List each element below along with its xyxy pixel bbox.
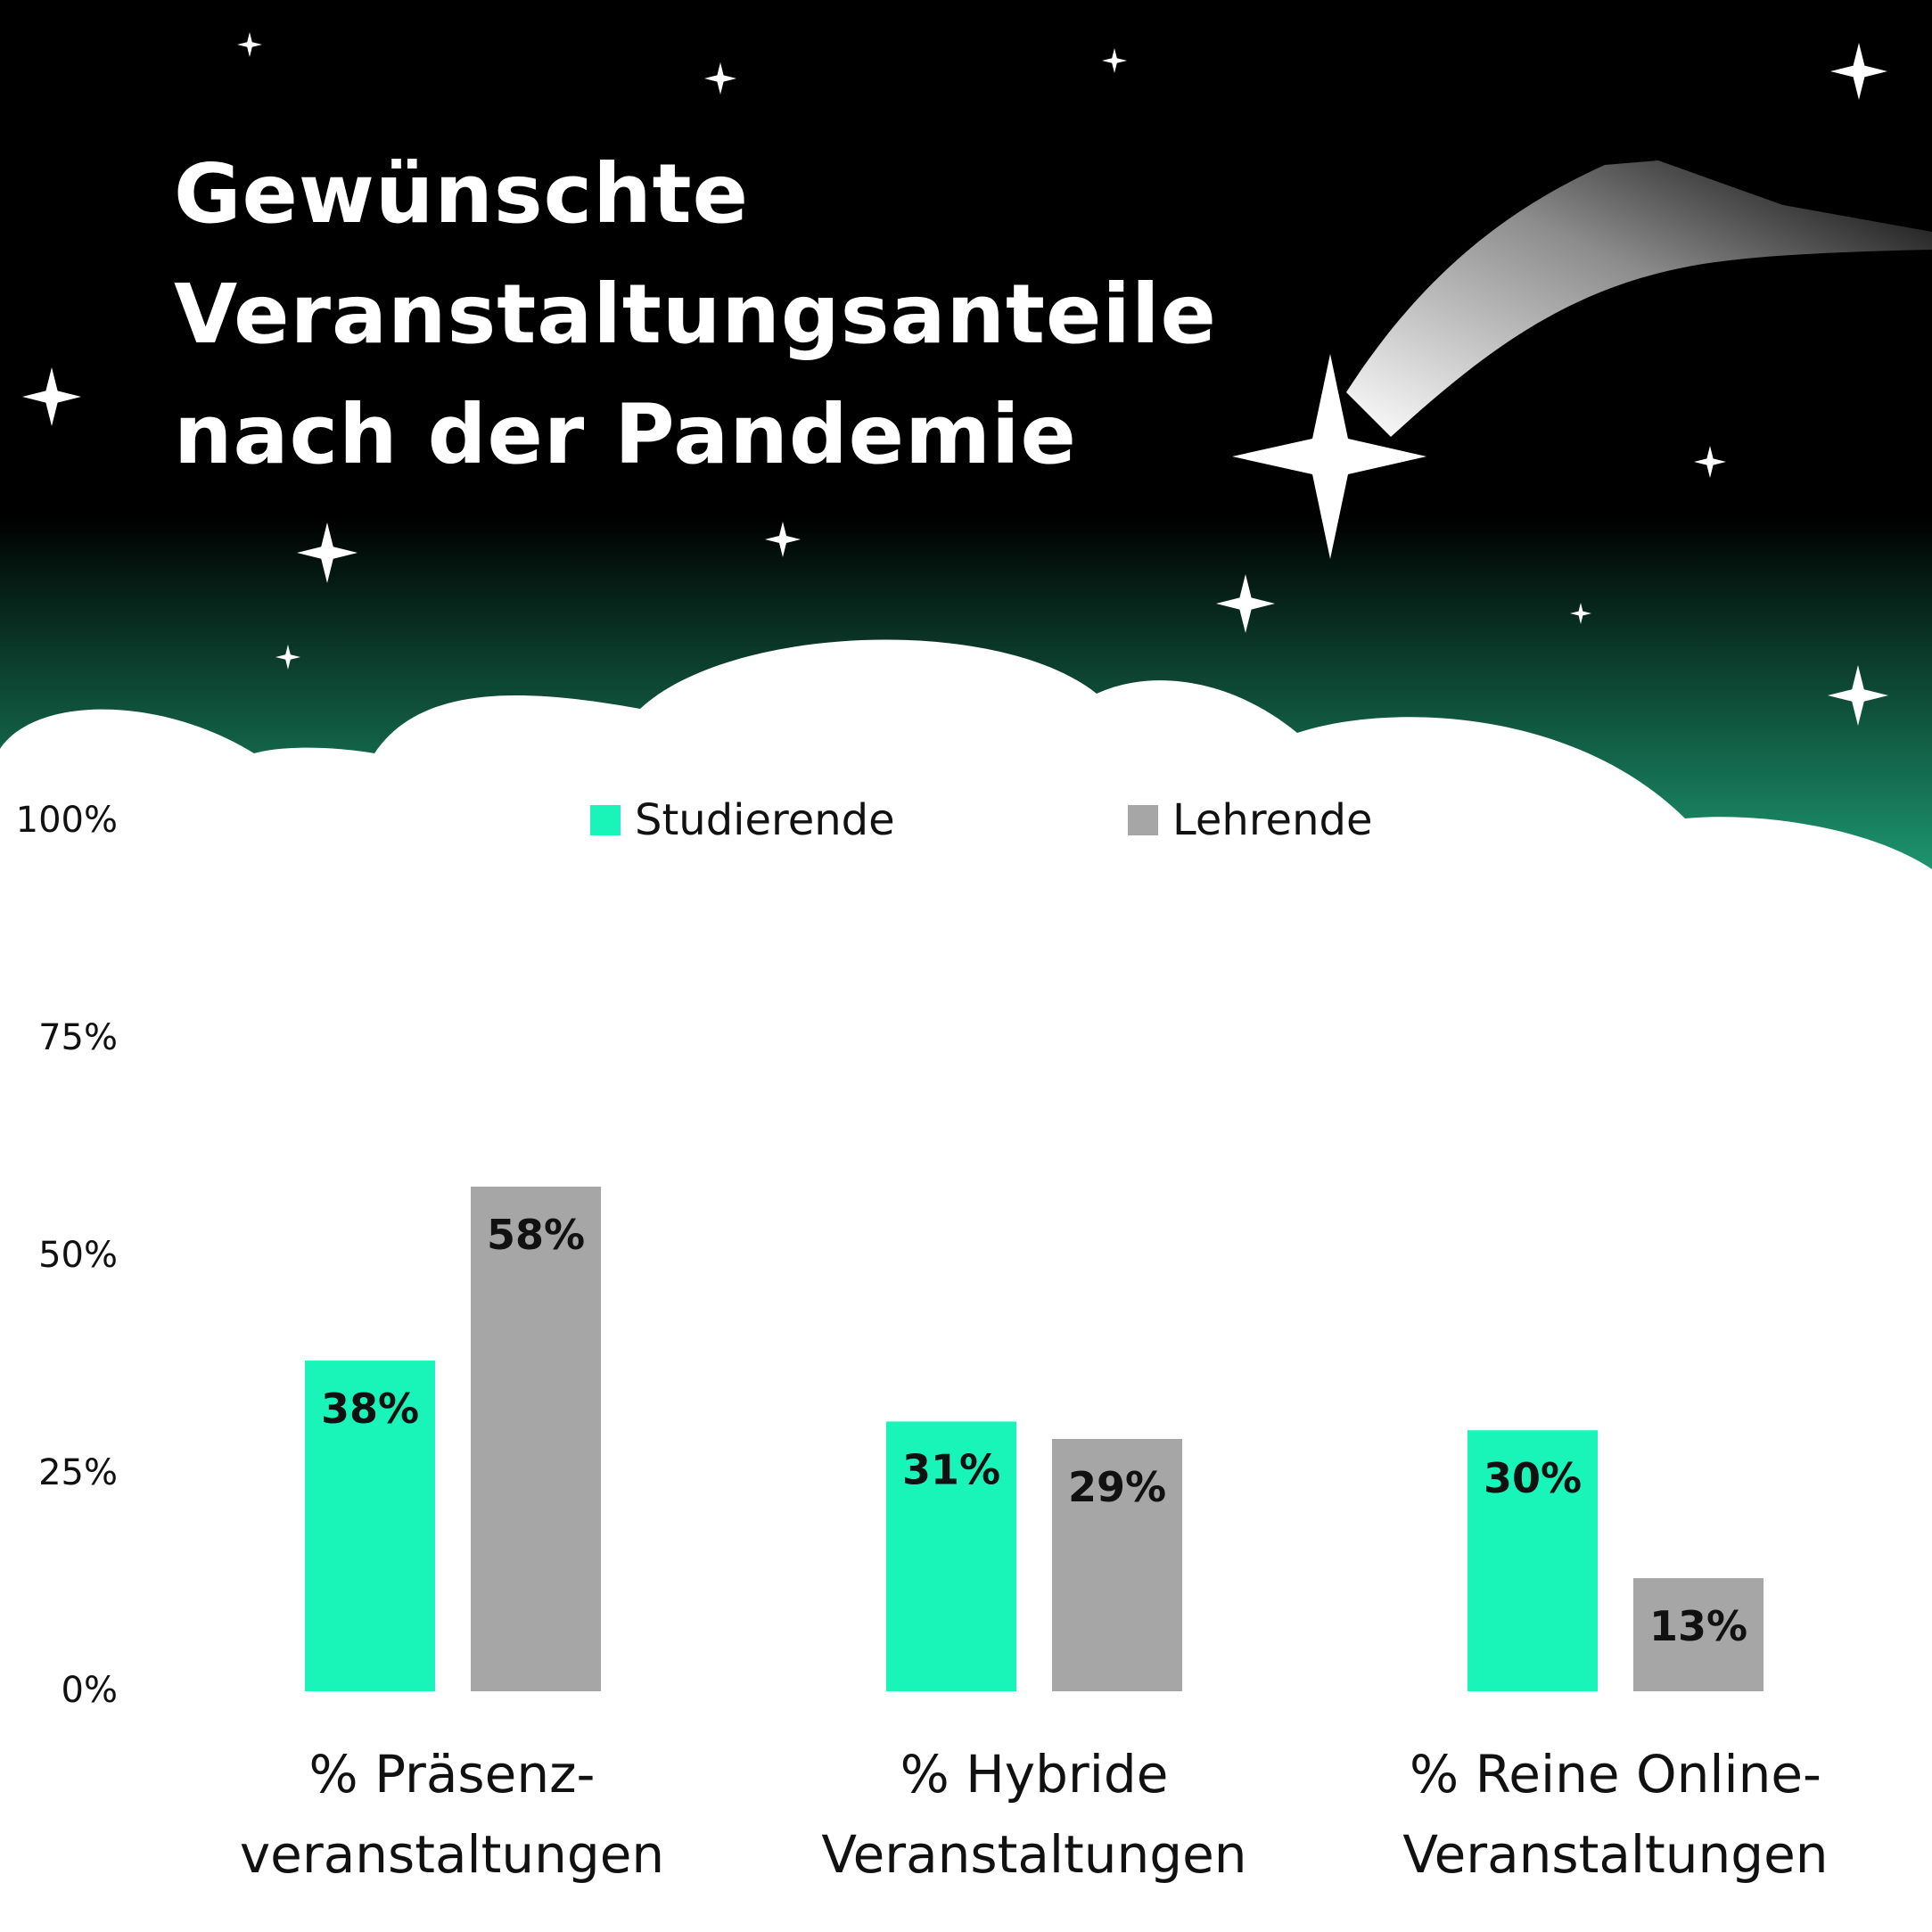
legend-label-lehrende: Lehrende (1172, 795, 1373, 845)
y-tick-label: 0% (61, 1670, 118, 1711)
data-label: 29% (1068, 1463, 1166, 1511)
category-label-line: % Präsenz- (308, 1744, 596, 1805)
y-tick-label: 100% (15, 800, 118, 841)
category-label-line: % Hybride (900, 1744, 1169, 1805)
legend-swatch-studierende (590, 805, 621, 835)
y-tick-label: 50% (38, 1235, 118, 1276)
y-tick-label: 75% (38, 1017, 118, 1058)
category-label-line: % Reine Online- (1410, 1744, 1821, 1805)
star-icon (22, 367, 81, 426)
y-tick-label: 25% (38, 1452, 118, 1493)
bar-studierende-2 (886, 1421, 1016, 1691)
category-label-praesenz: % Präsenz- veranstaltungen (202, 1734, 702, 1895)
bar-studierende-1 (305, 1361, 435, 1691)
data-label: 31% (902, 1445, 1000, 1493)
star-icon (297, 522, 358, 583)
star-icon (1694, 446, 1726, 478)
star-icon (1102, 48, 1127, 73)
category-label-line: Veranstaltungen (821, 1824, 1247, 1885)
category-label-line: veranstaltungen (239, 1824, 665, 1885)
legend-label-studierende: Studierende (635, 795, 895, 845)
category-label-hybride: % Hybride Veranstaltungen (785, 1734, 1284, 1895)
shooting-star-tail (1346, 160, 1932, 437)
chart-title: Gewünschte Veranstaltungsanteile nach de… (174, 134, 1217, 495)
data-label: 13% (1649, 1602, 1747, 1650)
legend-item-lehrende: Lehrende (1128, 793, 1372, 847)
bar-lehrende-3 (1633, 1578, 1763, 1691)
title-line-3: nach der Pandemie (174, 387, 1077, 482)
title-line-1: Gewünschte (174, 146, 750, 242)
star-icon (1828, 665, 1888, 726)
star-icon (237, 32, 262, 57)
legend-swatch-lehrende (1128, 805, 1158, 835)
title-line-2: Veranstaltungsanteile (174, 267, 1217, 362)
bar-lehrende-1 (471, 1186, 601, 1691)
stars-group (22, 32, 1888, 726)
bar-lehrende-2 (1052, 1438, 1182, 1691)
data-label: 30% (1484, 1454, 1582, 1502)
star-icon (1216, 574, 1275, 633)
data-label: 58% (487, 1211, 585, 1259)
star-icon (1570, 603, 1591, 624)
legend-item-studierende: Studierende (590, 793, 895, 847)
star-icon (1830, 43, 1887, 100)
star-icon (704, 62, 736, 95)
data-label: 38% (321, 1385, 419, 1433)
category-label-online: % Reine Online- Veranstaltungen (1366, 1734, 1865, 1895)
star-icon (275, 645, 300, 670)
category-label-line: Veranstaltungen (1402, 1824, 1829, 1885)
shooting-star-icon (1232, 354, 1426, 559)
star-icon (765, 522, 801, 557)
bar-studierende-3 (1467, 1430, 1598, 1691)
